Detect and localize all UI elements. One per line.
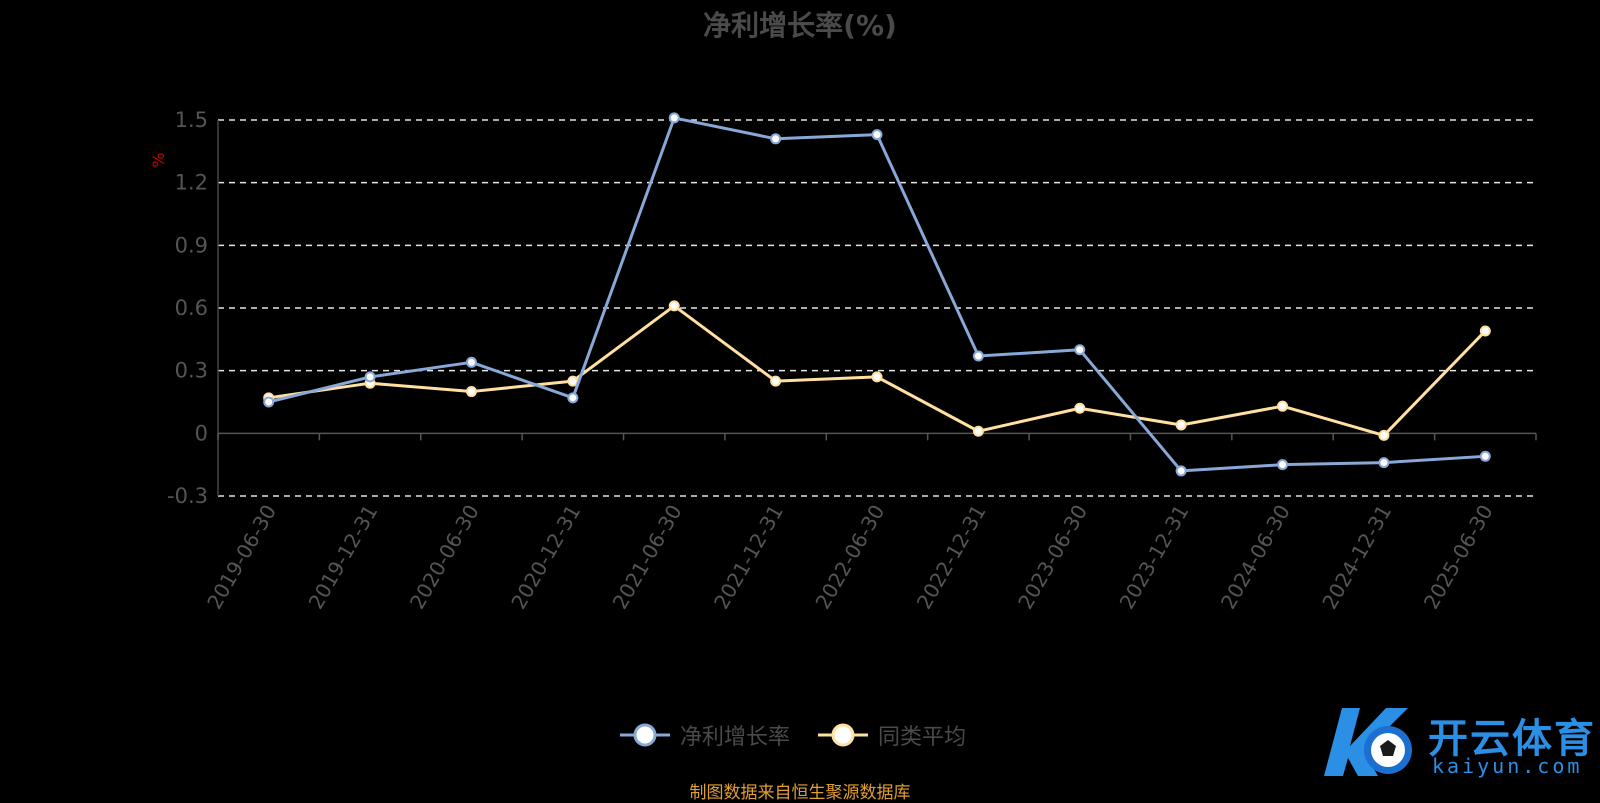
- x-tick-label: 2024-06-30: [1216, 501, 1295, 614]
- data-point: [1378, 457, 1390, 469]
- source-note: 制图数据来自恒生聚源数据库: [689, 783, 911, 803]
- y-tick-label: 0.6: [175, 296, 208, 320]
- data-point: [972, 350, 984, 362]
- data-point: [465, 356, 477, 368]
- y-tick-label: 0.3: [175, 359, 208, 383]
- x-tick-label: 2025-06-30: [1419, 501, 1498, 614]
- x-tick-label: 2020-12-31: [506, 501, 585, 614]
- data-point: [871, 129, 883, 141]
- x-tick-label: 2022-06-30: [810, 501, 889, 614]
- x-tick-label: 2019-12-31: [304, 501, 383, 614]
- legend-label: 同类平均: [878, 725, 967, 750]
- legend[interactable]: 净利增长率 同类平均: [620, 718, 994, 752]
- y-tick-label: -0.3: [167, 484, 208, 508]
- legend-swatch-icon: [620, 723, 670, 747]
- data-point: [1378, 429, 1390, 441]
- series-lines: [263, 112, 1491, 477]
- data-point: [972, 425, 984, 437]
- data-point: [1277, 400, 1289, 412]
- data-point: [567, 392, 579, 404]
- x-tick-label: 2023-06-30: [1013, 501, 1092, 614]
- x-tick-label: 2024-12-31: [1317, 501, 1396, 614]
- chart-title: 净利增长率(%): [703, 9, 897, 42]
- logo-domain: kaiyun.com: [1432, 754, 1583, 778]
- data-point: [263, 396, 275, 408]
- data-point: [567, 375, 579, 387]
- x-tick-label: 2021-06-30: [608, 501, 687, 614]
- y-tick-label: 1.2: [175, 171, 208, 195]
- data-point: [668, 112, 680, 124]
- x-tick-label: 2020-06-30: [405, 501, 484, 614]
- x-tick-label: 2023-12-31: [1115, 501, 1194, 614]
- data-point: [770, 375, 782, 387]
- grid-lines: [218, 119, 1536, 497]
- brand-logo: 开云体育 kaiyun.com: [1316, 702, 1600, 782]
- data-point: [770, 133, 782, 145]
- y-tick-label: 0.9: [175, 233, 208, 257]
- logo-text: 开云体育: [1428, 716, 1596, 762]
- series-line: [268, 116, 1486, 473]
- data-point: [1479, 450, 1491, 462]
- tick-labels: -0.3 0 0.3 0.6 0.9 1.2 1.5% 2019-06-30 2019-12-3…: [149, 108, 1498, 613]
- data-point: [871, 371, 883, 383]
- data-point: [364, 371, 376, 383]
- x-tick-label: 2022-12-31: [912, 501, 991, 614]
- y-tick-label: 1.5: [175, 108, 208, 132]
- data-point: [1074, 402, 1086, 414]
- x-tick-label: 2019-06-30: [202, 501, 281, 614]
- kaiyun-logo-icon: [1324, 708, 1412, 776]
- data-point: [668, 300, 680, 312]
- axes: [217, 120, 1537, 496]
- legend-item-peer-average[interactable]: 同类平均: [818, 719, 966, 751]
- x-tick-label: 2021-12-31: [709, 501, 788, 614]
- y-tick-label: 0: [195, 421, 208, 445]
- legend-swatch-icon: [818, 723, 869, 747]
- y-axis-label: %: [149, 152, 168, 167]
- data-point: [1175, 419, 1187, 431]
- legend-item-net-profit[interactable]: 净利增长率: [620, 719, 790, 751]
- data-point: [1175, 465, 1187, 477]
- data-point: [465, 386, 477, 398]
- data-point: [1277, 459, 1289, 471]
- data-point: [1479, 325, 1491, 337]
- legend-label: 净利增长率: [680, 725, 791, 750]
- data-point: [1074, 344, 1086, 356]
